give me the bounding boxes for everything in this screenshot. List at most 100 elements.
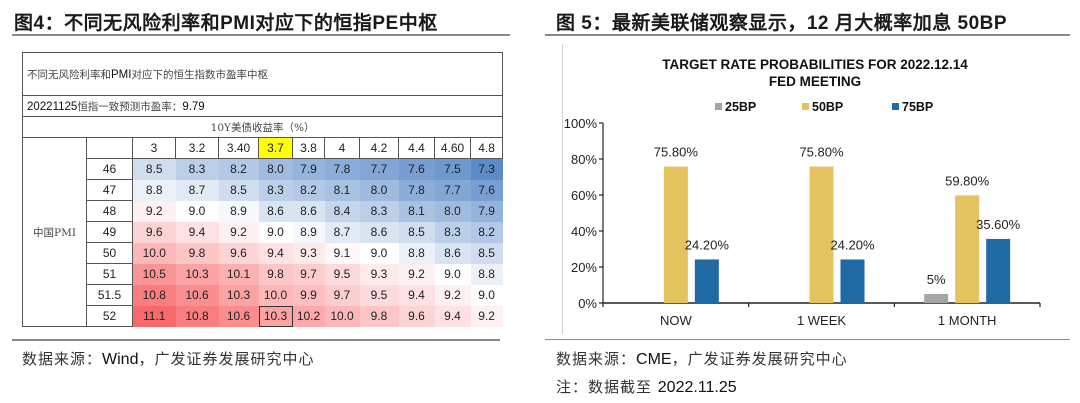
left-source-note: 数据来源：Wind，广发证券发展研究中心 bbox=[22, 350, 315, 368]
table-row: 49 9.6 9.4 9.2 9.0 8.9 8.7 8.6 8.5 8.3 8.2 bbox=[23, 221, 503, 243]
table-row: 50 10.0 9.8 9.6 9.4 9.3 9.1 9.0 8.8 8.6 8.5 bbox=[23, 242, 503, 264]
row-header-pmi: 52 bbox=[86, 305, 133, 327]
table-row: 51.5 10.8 10.6 10.3 10.0 9.9 9.7 9.5 9.4 9.2 9.0 bbox=[23, 284, 503, 306]
legend-label-25BP: 25BP bbox=[725, 100, 756, 114]
legend-label-50BP: 50BP bbox=[812, 100, 843, 114]
pe-value-cell: 10.8 bbox=[132, 284, 176, 306]
right-figure-title: 图 5：最新美联储观察显示，12 月大概率加息 50BP bbox=[556, 13, 1008, 34]
pe-value-cell: 9.6 bbox=[218, 242, 259, 264]
pe-value-cell: 8.6 bbox=[258, 200, 293, 222]
pe-value-cell: 9.5 bbox=[359, 284, 399, 306]
pe-value-cell: 9.5 bbox=[324, 263, 360, 285]
pe-value-cell: 8.9 bbox=[292, 221, 325, 243]
column-header-yield: 4.60 bbox=[434, 137, 471, 159]
x-axis-label: 10Y美债收益率（%） bbox=[21, 116, 504, 138]
table-row: 46 8.5 8.3 8.2 8.0 7.9 7.8 7.7 7.6 7.5 7.3 bbox=[23, 158, 503, 180]
pe-value-cell: 10.6 bbox=[218, 305, 259, 327]
pe-value-cell: 10.0 bbox=[324, 305, 360, 327]
y-axis-label: 中国PMI bbox=[22, 137, 87, 327]
legend-swatch-50BP bbox=[802, 103, 809, 110]
column-header-yield: 3.8 bbox=[292, 137, 325, 159]
left-figure-title: 图4：不同无风险利率和PMI对应下的恒指PE中枢 bbox=[14, 13, 438, 34]
table-row: 51 10.5 10.3 10.1 9.8 9.7 9.5 9.3 9.2 9.0 8.8 bbox=[23, 263, 503, 285]
pe-value-cell: 9.2 bbox=[398, 263, 435, 285]
pe-value-cell: 7.9 bbox=[470, 200, 503, 222]
y-axis: 0% 20% 40% 60% 80% 100% bbox=[564, 116, 604, 311]
pe-value-cell: 9.9 bbox=[292, 284, 325, 306]
row-header-pmi: 46 bbox=[86, 158, 133, 180]
pe-value-cell: 8.7 bbox=[324, 221, 360, 243]
row-header-pmi: 51 bbox=[86, 263, 133, 285]
left-title-divider bbox=[12, 34, 510, 36]
column-header-yield: 3.40 bbox=[218, 137, 259, 159]
data-label: 59.80% bbox=[945, 173, 990, 188]
legend-swatch-25BP bbox=[715, 103, 722, 110]
pe-value-cell: 10.5 bbox=[132, 263, 176, 285]
right-title-divider bbox=[545, 34, 1070, 36]
pe-value-cell: 9.4 bbox=[434, 305, 471, 327]
pe-value-cell: 8.5 bbox=[132, 158, 176, 180]
chart-legend: 25BP 50BP 75BP bbox=[715, 100, 933, 114]
pe-value-cell: 8.5 bbox=[470, 242, 503, 264]
data-label: 24.20% bbox=[830, 237, 875, 252]
column-header-row: 中国PMI 3 3.2 3.40 3.7 3.8 4 4.2 4.4 4.60 4.8 bbox=[22, 137, 504, 327]
column-header-yield: 4.4 bbox=[398, 137, 435, 159]
pe-value-cell: 8.0 bbox=[258, 158, 293, 180]
chart-subtitle: FED MEETING bbox=[769, 74, 861, 89]
pe-value-cell: 9.3 bbox=[292, 242, 325, 264]
x-tick-label: NOW bbox=[660, 313, 693, 328]
pe-value-cell: 9.8 bbox=[258, 263, 293, 285]
pe-value-cell: 8.3 bbox=[359, 200, 399, 222]
pe-value-cell: 9.2 bbox=[434, 284, 471, 306]
pe-value-cell: 11.1 bbox=[132, 305, 176, 327]
pe-value-cell: 9.4 bbox=[258, 242, 293, 264]
bar-75BP-1-month bbox=[986, 238, 1011, 303]
bar-75BP-now bbox=[694, 259, 719, 303]
pe-value-cell: 9.7 bbox=[292, 263, 325, 285]
right-date-note: 注：数据截至 2022.11.25 bbox=[556, 378, 737, 396]
column-header-yield: 3.2 bbox=[175, 137, 219, 159]
corner-cell bbox=[86, 137, 133, 159]
pe-value-cell: 7.5 bbox=[434, 158, 471, 180]
pe-value-cell: 8.9 bbox=[218, 200, 259, 222]
bar-25BP-1-month bbox=[924, 294, 949, 303]
table-caption: 不同无风险利率和PMI对应下的恒生指数市盈率中枢 bbox=[21, 52, 504, 96]
forecast-pe-row: 20221125恒指一致预测市盈率：9.79 bbox=[21, 95, 504, 117]
legend-label-75BP: 75BP bbox=[902, 100, 933, 114]
pe-value-cell: 10.1 bbox=[218, 263, 259, 285]
pe-value-cell: 9.6 bbox=[132, 221, 176, 243]
pe-value-cell: 8.1 bbox=[324, 179, 360, 201]
data-label: 35.60% bbox=[976, 217, 1021, 232]
pe-value-cell: 8.0 bbox=[434, 200, 471, 222]
pe-value-cell: 8.5 bbox=[218, 179, 259, 201]
forecast-date: 20221125 bbox=[27, 100, 78, 113]
data-label: 75.80% bbox=[799, 145, 844, 160]
y-tick-label: 60% bbox=[571, 188, 597, 203]
right-source-note: 数据来源：CME，广发证券发展研究中心 bbox=[556, 350, 848, 368]
pe-sensitivity-table: 不同无风险利率和PMI对应下的恒生指数市盈率中枢 20221125恒指一致预测市… bbox=[21, 52, 504, 327]
pe-value-cell: 8.6 bbox=[434, 242, 471, 264]
pe-value-cell: 8.8 bbox=[470, 263, 503, 285]
chart-title: TARGET RATE PROBABILITIES FOR 2022.12.14 bbox=[662, 57, 968, 72]
pe-value-cell: 10.0 bbox=[258, 284, 293, 306]
pe-value-cell: 8.5 bbox=[398, 221, 435, 243]
x-axis: NOW 1 WEEK 1 MONTH bbox=[602, 302, 1041, 328]
pe-value-cell: 10.0 bbox=[132, 242, 176, 264]
pe-value-cell: 7.7 bbox=[359, 158, 399, 180]
table-row: 48 9.2 9.0 8.9 8.6 8.6 8.4 8.3 8.1 8.0 7.9 bbox=[23, 200, 503, 222]
pe-value-cell: 8.6 bbox=[359, 221, 399, 243]
pe-value-cell: 8.2 bbox=[470, 221, 503, 243]
data-label: 75.80% bbox=[654, 145, 699, 160]
data-label: 5% bbox=[927, 272, 946, 287]
pe-value-cell: 9.7 bbox=[324, 284, 360, 306]
x-tick-label: 1 WEEK bbox=[797, 313, 846, 328]
y-tick-label: 80% bbox=[571, 152, 597, 167]
fed-rate-probability-chart: TARGET RATE PROBABILITIES FOR 2022.12.14… bbox=[564, 57, 1041, 328]
pe-value-cell: 9.0 bbox=[175, 200, 219, 222]
pe-value-cell: 9.2 bbox=[470, 305, 503, 327]
pe-value-cell: 7.7 bbox=[434, 179, 471, 201]
pe-value-cell: 8.2 bbox=[292, 179, 325, 201]
pe-value-cell: 7.6 bbox=[398, 158, 435, 180]
bar-50BP-now bbox=[663, 166, 688, 303]
pe-value-cell: 7.8 bbox=[398, 179, 435, 201]
